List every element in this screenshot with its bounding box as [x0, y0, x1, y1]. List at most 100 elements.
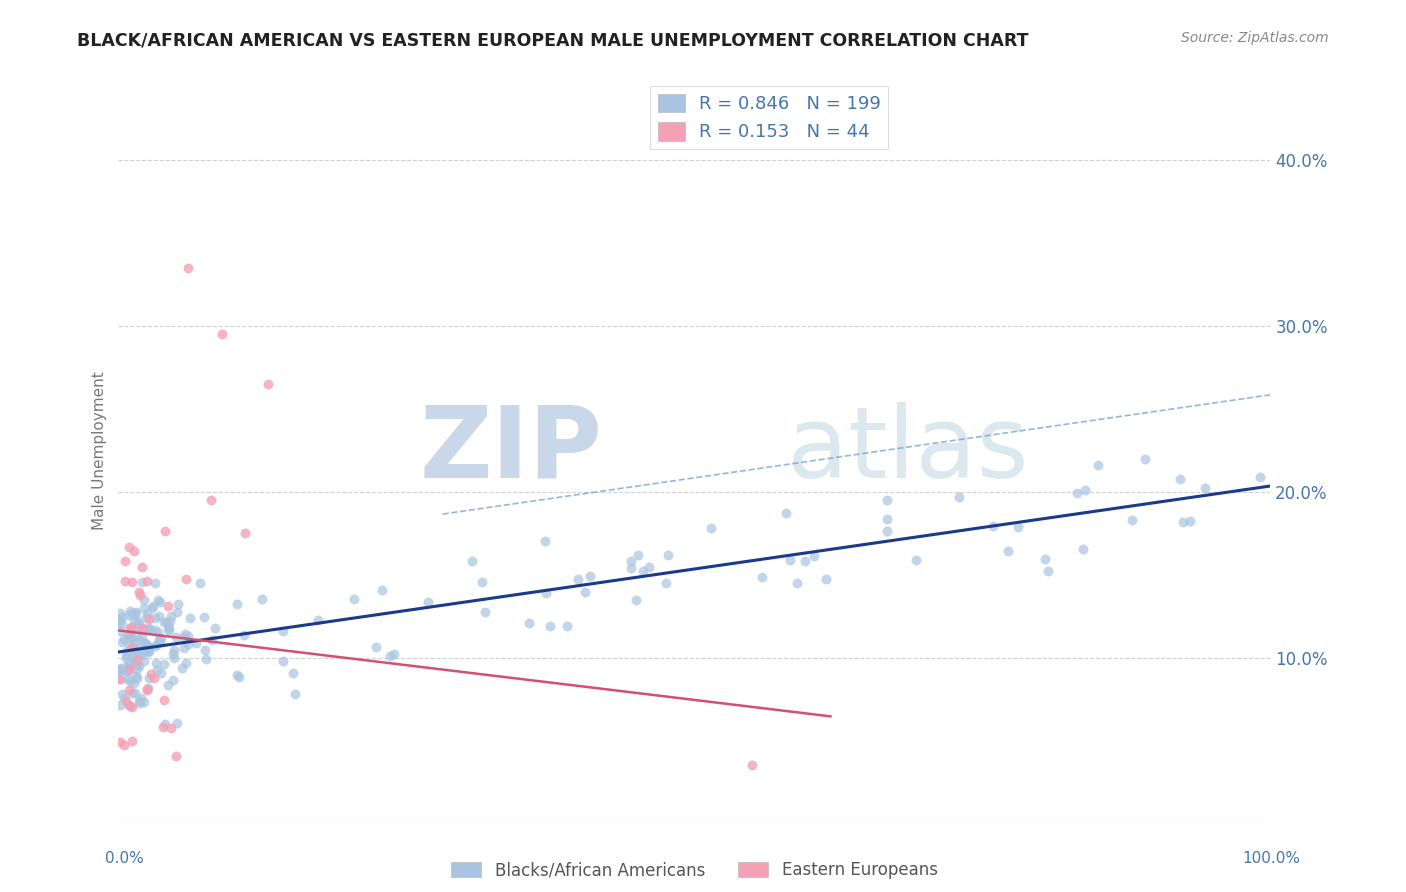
Point: [117, 628, 139, 642]
Point: [534, 586, 557, 600]
Point: [620, 554, 643, 568]
Point: [741, 758, 763, 772]
Point: [118, 608, 141, 623]
Point: [380, 649, 402, 664]
Point: [228, 670, 250, 684]
Point: [188, 576, 211, 591]
Point: [157, 620, 180, 634]
Point: [176, 261, 198, 276]
Point: [121, 700, 143, 714]
Point: [128, 617, 150, 632]
Point: [474, 605, 496, 619]
Point: [173, 630, 195, 644]
Point: [117, 628, 139, 642]
Point: [143, 623, 166, 637]
Point: [281, 666, 304, 681]
Point: [1087, 458, 1109, 472]
Point: [136, 574, 159, 589]
Point: [233, 627, 256, 641]
Point: [121, 649, 143, 664]
Point: [129, 642, 152, 657]
Point: [120, 674, 142, 689]
Point: [699, 521, 721, 535]
Point: [620, 560, 643, 574]
Point: [148, 608, 170, 623]
Text: ZIP: ZIP: [419, 402, 602, 499]
Point: [222, 849, 245, 863]
Point: [118, 540, 141, 554]
Point: [1036, 564, 1059, 578]
Point: [148, 625, 170, 640]
Point: [120, 622, 142, 636]
Point: [136, 639, 159, 653]
Point: [135, 611, 157, 625]
Point: [184, 636, 207, 650]
Point: [124, 686, 146, 700]
Point: [110, 735, 132, 749]
Point: [174, 572, 197, 586]
Point: [1074, 483, 1097, 498]
Point: [162, 673, 184, 687]
Point: [128, 646, 150, 660]
Point: [128, 620, 150, 634]
Point: [121, 623, 143, 637]
Point: [786, 576, 808, 591]
Point: [1121, 513, 1143, 527]
Point: [948, 490, 970, 504]
Point: [153, 615, 176, 630]
Point: [1168, 472, 1191, 486]
Point: [108, 606, 131, 620]
Point: [166, 605, 188, 619]
Point: [876, 524, 898, 538]
Point: [163, 643, 186, 657]
Text: atlas: atlas: [786, 402, 1028, 499]
Point: [416, 594, 439, 608]
Point: [117, 659, 139, 673]
Point: [118, 637, 141, 651]
Point: [204, 620, 226, 634]
Point: [131, 575, 153, 590]
Point: [157, 678, 180, 692]
Point: [108, 614, 131, 628]
Point: [273, 654, 295, 668]
Point: [122, 543, 145, 558]
Point: [136, 607, 159, 622]
Point: [138, 671, 160, 685]
Point: [366, 640, 388, 654]
Point: [136, 642, 159, 657]
Point: [149, 635, 172, 649]
Point: [131, 691, 153, 706]
Point: [146, 637, 169, 651]
Point: [120, 699, 142, 714]
Point: [124, 613, 146, 627]
Point: [121, 575, 143, 590]
Point: [124, 641, 146, 656]
Point: [108, 663, 131, 677]
Point: [132, 593, 155, 607]
Point: [193, 610, 215, 624]
Text: Source: ZipAtlas.com: Source: ZipAtlas.com: [1181, 31, 1329, 45]
Point: [131, 621, 153, 635]
Point: [1033, 551, 1056, 566]
Point: [179, 611, 201, 625]
Point: [153, 524, 176, 538]
Point: [121, 733, 143, 747]
Point: [637, 559, 659, 574]
Point: [983, 519, 1005, 533]
Point: [143, 611, 166, 625]
Point: [134, 600, 156, 615]
Point: [131, 630, 153, 644]
Point: [155, 615, 177, 630]
Point: [146, 663, 169, 677]
Point: [108, 624, 131, 638]
Point: [150, 666, 173, 681]
Point: [148, 632, 170, 647]
Point: [138, 622, 160, 636]
Point: [166, 715, 188, 730]
Point: [631, 564, 654, 578]
Legend: R = 0.846   N = 199, R = 0.153   N = 44: R = 0.846 N = 199, R = 0.153 N = 44: [651, 87, 889, 149]
Point: [200, 493, 222, 508]
Point: [159, 721, 181, 735]
Point: [117, 660, 139, 674]
Point: [177, 629, 200, 643]
